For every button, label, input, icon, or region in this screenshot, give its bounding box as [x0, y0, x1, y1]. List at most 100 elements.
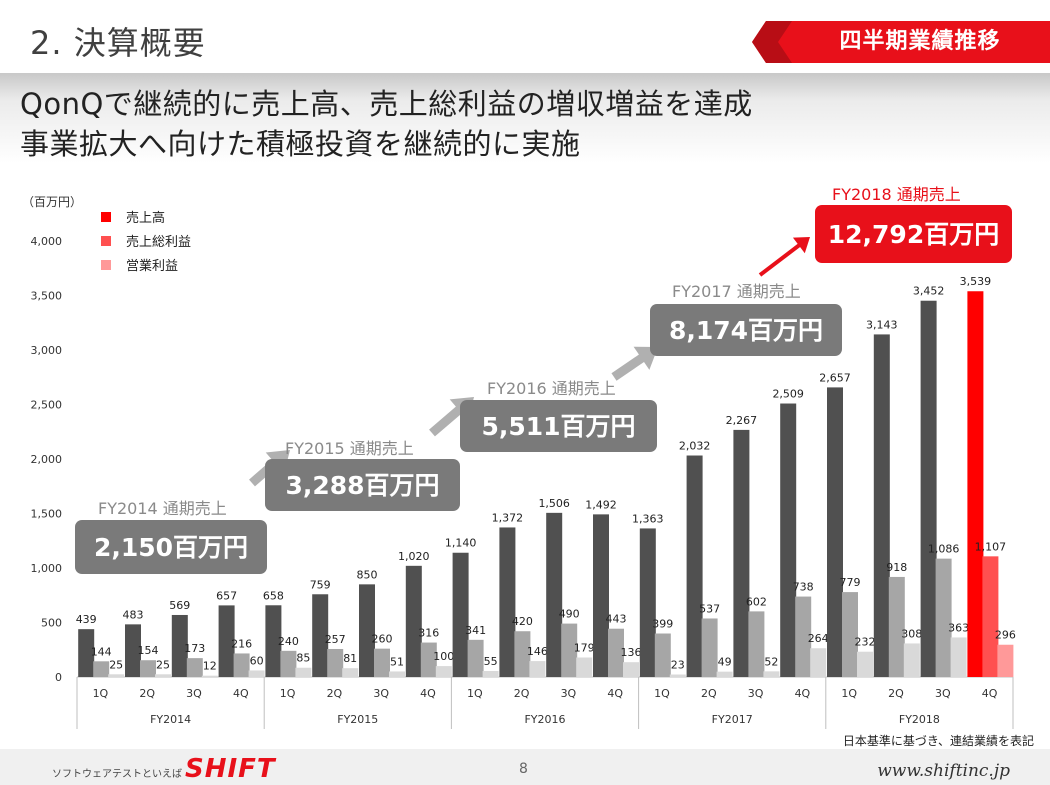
quarter-label: 3Q: [935, 687, 951, 700]
operating-profit-bar: [669, 674, 686, 677]
gross-profit-bar: [280, 650, 297, 677]
year-label: FY2015: [337, 713, 378, 726]
sales-label: 569: [169, 599, 190, 612]
gross-profit-bar: [327, 648, 344, 677]
section-ribbon: 四半期業績推移: [752, 21, 1050, 63]
page-number: 8: [519, 761, 528, 777]
gross-profit-label: 1,107: [975, 540, 1007, 553]
gross-profit-label: 341: [465, 624, 486, 637]
annual-sales-label: FY2018 通期売上: [832, 185, 961, 204]
sales-label: 657: [216, 589, 237, 602]
gross-profit-bar: [374, 648, 390, 677]
sales-bar: [593, 514, 609, 677]
y-tick-label: 2,000: [31, 453, 63, 466]
y-tick-label: 3,500: [31, 290, 63, 303]
sales-label: 1,506: [538, 497, 570, 510]
operating-profit-bar: [342, 668, 359, 677]
annual-sales-box: [460, 400, 657, 452]
gross-profit-bar: [935, 558, 952, 677]
operating-profit-label: 25: [156, 658, 170, 671]
quarter-label: 1Q: [93, 687, 109, 700]
operating-profit-label: 232: [855, 636, 876, 649]
annual-sales-label: FY2017 通期売上: [672, 282, 801, 301]
quarterly-results-chart: （百万円） 0 500 1,000 1,500 2,000 2,500 3,000 3,500 4…: [22, 185, 1016, 729]
sales-bar: [686, 455, 703, 677]
gross-profit-bar: [140, 660, 156, 677]
sales-label: 483: [123, 608, 144, 621]
gross-profit-label: 918: [886, 561, 907, 574]
sales-bar: [780, 403, 797, 677]
operating-profit-label: 296: [995, 629, 1016, 642]
operating-profit-label: 146: [527, 645, 548, 658]
operating-profit-label: 60: [250, 654, 264, 667]
annual-sales-box: [650, 304, 842, 356]
gross-profit-label: 260: [372, 633, 393, 646]
gross-profit-bar: [233, 653, 250, 677]
sales-bar: [125, 624, 141, 677]
sales-label: 1,492: [585, 498, 617, 511]
operating-profit-bar: [389, 671, 405, 677]
gross-profit-bar: [93, 661, 110, 677]
quarter-label: 2Q: [701, 687, 717, 700]
annual-sales-box: [815, 205, 1012, 263]
sales-label: 2,509: [772, 388, 804, 401]
year-label: FY2016: [524, 713, 565, 726]
gross-profit-label: 490: [559, 608, 580, 621]
gross-profit-bar: [701, 618, 718, 677]
legend-label: 営業利益: [126, 258, 178, 274]
operating-profit-label: 264: [808, 632, 829, 645]
sales-label: 759: [310, 578, 331, 591]
ribbon-shape: [752, 21, 1050, 63]
annual-sales-label: FY2015 通期売上: [285, 439, 414, 458]
sales-label: 1,020: [398, 550, 430, 563]
y-tick-label: 1,500: [31, 508, 63, 521]
gross-profit-label: 443: [606, 613, 627, 626]
sales-bar: [499, 527, 516, 677]
growth-arrow-shaft: [429, 403, 465, 437]
quarter-label: 4Q: [233, 687, 249, 700]
quarter-label: 4Q: [420, 687, 436, 700]
growth-arrow-head: [792, 237, 810, 254]
year-label: FY2017: [712, 713, 753, 726]
operating-profit-bar: [201, 675, 218, 677]
quarter-label: 4Q: [795, 687, 811, 700]
gross-profit-bar: [654, 633, 671, 677]
sales-bar: [920, 300, 937, 677]
operating-profit-bar: [248, 670, 265, 677]
sales-bar: [218, 605, 235, 677]
quarter-label: 2Q: [139, 687, 155, 700]
gross-profit-label: 316: [418, 627, 439, 640]
operating-profit-label: 51: [390, 655, 404, 668]
quarter-label: 2Q: [514, 687, 530, 700]
shift-logo: SHIFT: [185, 754, 276, 784]
annual-sales-label: FY2016 通期売上: [487, 379, 616, 398]
annual-sales-value: 2,150百万円: [94, 533, 248, 562]
gross-profit-label: 420: [512, 615, 533, 628]
gross-profit-bar: [842, 592, 858, 677]
quarter-label: 2Q: [888, 687, 904, 700]
legend-label: 売上高: [126, 210, 165, 226]
quarter-label: 4Q: [607, 687, 623, 700]
operating-profit-label: 363: [948, 621, 969, 634]
operating-profit-bar: [997, 644, 1014, 677]
sales-bar: [312, 594, 329, 677]
operating-profit-bar: [295, 667, 312, 677]
annual-sales-value: 12,792百万円: [828, 220, 999, 249]
operating-profit-bar: [950, 637, 967, 677]
sales-label: 3,452: [913, 285, 945, 298]
legend-swatch: [101, 236, 111, 246]
operating-profit-bar: [857, 651, 873, 677]
footer-tagline: ソフトウェアテストといえば: [52, 769, 182, 780]
gross-profit-bar: [186, 658, 203, 677]
annual-sales-label: FY2014 通期売上: [98, 499, 227, 518]
gross-profit-bar: [748, 611, 765, 677]
gross-profit-label: 738: [793, 581, 814, 594]
legend-swatch: [101, 260, 111, 270]
operating-profit-label: 49: [718, 656, 732, 669]
gross-profit-bar: [608, 628, 624, 677]
gross-profit-label: 240: [278, 635, 299, 648]
operating-profit-label: 308: [901, 627, 922, 640]
sales-bar: [967, 291, 984, 677]
operating-profit-bar: [155, 674, 171, 677]
operating-profit-bar: [623, 662, 639, 677]
